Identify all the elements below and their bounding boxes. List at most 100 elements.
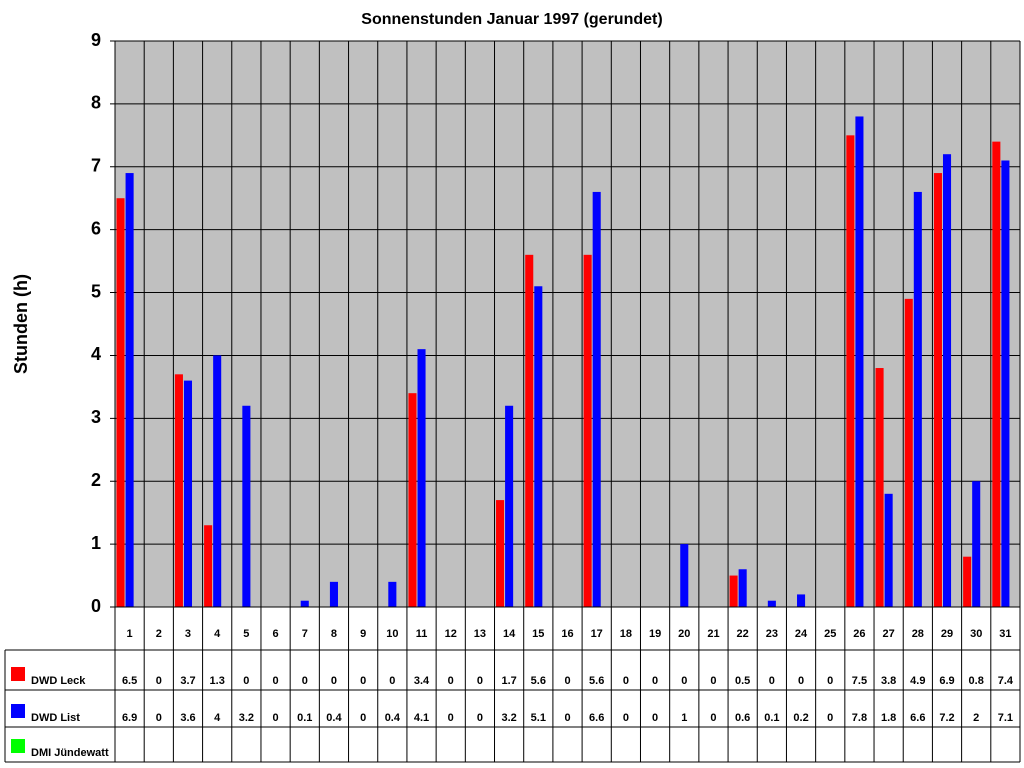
x-tick-label: 27: [883, 628, 895, 640]
table-value: 3.2: [239, 712, 254, 724]
table-value: 0: [273, 675, 279, 687]
x-tick-label: 7: [302, 628, 308, 640]
bar: [388, 581, 397, 607]
x-tick-label: 28: [912, 628, 924, 640]
legend-swatch: [11, 704, 25, 718]
table-value: 0: [710, 675, 716, 687]
x-tick-label: 12: [445, 628, 457, 640]
x-tick-label: 9: [360, 628, 366, 640]
x-tick-label: 31: [999, 628, 1011, 640]
table-value: 0: [448, 675, 454, 687]
legend-label: DMI Jündewatt: [31, 747, 109, 759]
table-value: 0: [448, 712, 454, 724]
table-value: 3.2: [501, 712, 516, 724]
table-value: 0: [564, 675, 570, 687]
table-value: 5.6: [589, 675, 604, 687]
table-value: 0: [477, 675, 483, 687]
bar: [125, 173, 134, 608]
x-tick-label: 16: [561, 628, 573, 640]
table-value: 0.5: [735, 675, 750, 687]
table-value: 0: [156, 712, 162, 724]
bar: [797, 594, 806, 607]
x-tick-label: 22: [737, 628, 749, 640]
table-value: 0: [681, 675, 687, 687]
table-value: 2: [973, 712, 979, 724]
table-value: 7.4: [998, 675, 1014, 687]
table-value: 0.1: [297, 712, 312, 724]
table-value: 1.7: [501, 675, 516, 687]
table-value: 0: [798, 675, 804, 687]
table-value: 0: [360, 712, 366, 724]
y-tick-label: 7: [91, 156, 101, 176]
table-value: 3.7: [180, 675, 195, 687]
table-value: 0: [243, 675, 249, 687]
table-value: 6.9: [939, 675, 954, 687]
x-tick-label: 23: [766, 628, 778, 640]
x-tick-label: 13: [474, 628, 486, 640]
table-value: 0: [273, 712, 279, 724]
bar: [875, 368, 884, 607]
bar: [913, 191, 922, 607]
bar: [972, 481, 981, 607]
table-value: 0: [360, 675, 366, 687]
table-value: 0: [302, 675, 308, 687]
y-tick-label: 3: [91, 407, 101, 427]
table-value: 1.3: [210, 675, 225, 687]
table-value: 0: [652, 712, 658, 724]
bar: [729, 575, 738, 607]
table-value: 3.6: [180, 712, 195, 724]
table-value: 4: [214, 712, 221, 724]
table-value: 7.5: [852, 675, 867, 687]
table-value: 3.8: [881, 675, 896, 687]
x-tick-label: 2: [156, 628, 162, 640]
bar: [992, 141, 1001, 607]
x-tick-label: 25: [824, 628, 836, 640]
table-value: 1.8: [881, 712, 896, 724]
table-value: 0: [827, 675, 833, 687]
x-tick-label: 17: [591, 628, 603, 640]
table-value: 0: [623, 675, 629, 687]
table-value: 7.8: [852, 712, 867, 724]
table-value: 3.4: [414, 675, 430, 687]
table-value: 5.1: [531, 712, 546, 724]
y-tick-label: 4: [91, 344, 101, 364]
x-tick-label: 1: [127, 628, 133, 640]
x-tick-label: 30: [970, 628, 982, 640]
y-tick-label: 6: [91, 218, 101, 238]
bar: [855, 116, 864, 607]
table-value: 6.6: [910, 712, 925, 724]
bar: [183, 380, 193, 607]
bar: [942, 154, 952, 607]
table-value: 0.8: [969, 675, 984, 687]
x-tick-label: 20: [678, 628, 690, 640]
table-value: 0.4: [385, 712, 401, 724]
legend-swatch: [11, 739, 25, 753]
y-tick-label: 5: [91, 281, 101, 301]
bar: [496, 500, 505, 607]
bar: [738, 569, 747, 607]
table-value: 0.6: [735, 712, 750, 724]
x-tick-label: 29: [941, 628, 953, 640]
bar: [300, 600, 309, 607]
y-tick-label: 8: [91, 93, 101, 113]
x-tick-label: 11: [416, 628, 428, 640]
bar: [174, 374, 183, 607]
bar: [904, 298, 913, 607]
table-value: 0: [389, 675, 395, 687]
bar: [204, 525, 213, 607]
bar: [680, 544, 689, 607]
table-value: 0: [477, 712, 483, 724]
table-value: 4.1: [414, 712, 429, 724]
x-tick-label: 26: [853, 628, 865, 640]
table-value: 0.1: [764, 712, 779, 724]
table-value: 0: [652, 675, 658, 687]
bar: [963, 556, 972, 607]
table-value: 0: [769, 675, 775, 687]
x-tick-label: 14: [503, 628, 516, 640]
bar: [583, 254, 592, 608]
x-tick-label: 18: [620, 628, 632, 640]
bar: [242, 405, 251, 607]
legend-swatch: [11, 667, 25, 681]
y-tick-label: 9: [91, 30, 101, 50]
table-value: 4.9: [910, 675, 925, 687]
